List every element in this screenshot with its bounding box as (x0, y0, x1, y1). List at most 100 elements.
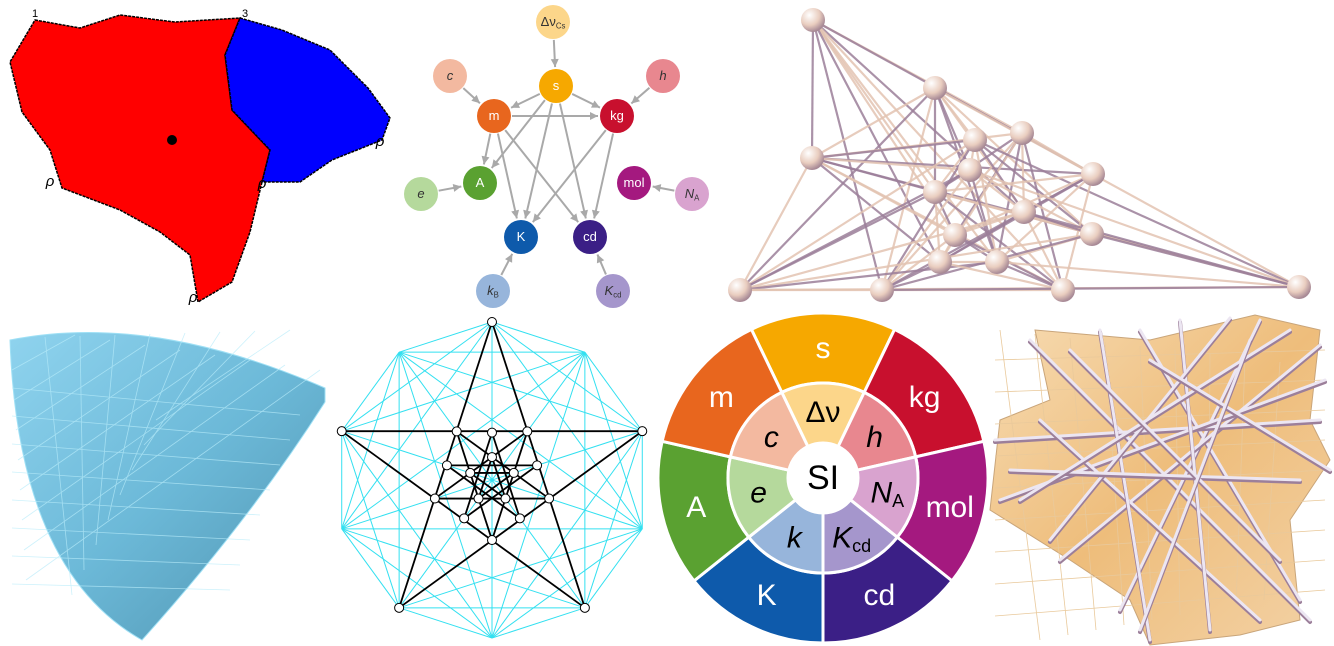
wheel-outer-label: s (816, 332, 831, 365)
node-label: m (489, 108, 500, 123)
graph-node (463, 166, 497, 200)
arrow-head (652, 184, 662, 192)
graph3d-edge (939, 211, 1025, 263)
grid-line (107, 333, 151, 521)
graph3d-node (1287, 275, 1311, 299)
arrow-head (511, 209, 520, 219)
node-label-main: e (417, 186, 424, 201)
wheel-inner-label: Δν (805, 396, 840, 429)
grid-line (19, 354, 216, 491)
arrow-head (596, 254, 605, 264)
arrow-head (491, 159, 500, 169)
cyan-chord (341, 528, 586, 609)
node-label-sub: B (494, 290, 499, 299)
black-edge (463, 432, 493, 519)
grid-line (119, 332, 186, 496)
cyan-chord (491, 607, 586, 639)
wheel-center-label: SI (807, 459, 839, 497)
arrow-head (505, 253, 513, 263)
grid-line (95, 334, 116, 546)
node-label: kB (487, 283, 499, 299)
arrow-head (511, 100, 521, 108)
wheel-outer-label: A (686, 491, 706, 524)
center-dot (167, 135, 177, 145)
rod (1098, 328, 1152, 642)
node-label: c (447, 68, 454, 83)
grid-line (11, 471, 271, 491)
rod (1148, 358, 1332, 472)
graph3d-edge (739, 260, 998, 292)
graph-node (539, 69, 573, 103)
rod (1068, 348, 1282, 562)
grid-line (155, 329, 291, 421)
graph3d-node (1010, 121, 1034, 145)
wheel-inner-label-main: Δν (805, 396, 840, 429)
graph-node (433, 59, 467, 93)
graph3d-edge (812, 19, 941, 263)
graph3d-node (1051, 278, 1075, 302)
black-edge (463, 464, 538, 520)
star-vertex (465, 467, 476, 478)
wheel-inner-label: Kcd (832, 521, 871, 555)
graph3d-node (928, 250, 952, 274)
rod (1138, 338, 1252, 632)
cyan-chord (341, 351, 586, 432)
graph3d-edge (1020, 132, 1065, 291)
black-edge (469, 472, 506, 500)
grid-line (44, 336, 73, 596)
grid-line (17, 349, 181, 461)
graph-edge (490, 99, 546, 169)
node-label: ΔνCs (541, 14, 566, 30)
graph-edge (532, 129, 607, 223)
node-label: s (553, 78, 560, 93)
star-vertex (637, 426, 648, 437)
grid-line (23, 364, 286, 551)
wheel-center (788, 443, 858, 513)
grid-line (11, 583, 231, 591)
graph3d-edge (974, 138, 1300, 289)
cyan-chord (398, 351, 586, 609)
surface-grid (994, 499, 1326, 521)
arrow-head (580, 209, 588, 219)
cyan-chord (341, 528, 493, 639)
graph3d-edge (969, 168, 1300, 289)
graph-node (477, 99, 511, 133)
rod-shadow (1008, 470, 1302, 484)
graph3d-edge (968, 169, 999, 263)
graph-node (504, 220, 538, 254)
cyan-chord (491, 430, 643, 639)
node-label: K (517, 229, 526, 244)
cyan-chord (341, 528, 400, 609)
graph3d-edge (811, 157, 941, 263)
graph-edge (558, 103, 587, 219)
graph3d-node (923, 180, 947, 204)
fractal-label: 3 (242, 8, 248, 20)
cyan-chord (398, 321, 493, 353)
surface-grid (994, 409, 1326, 425)
star-vertex (336, 426, 347, 437)
graph3d-edge (1091, 232, 1300, 289)
node-label-main: K (605, 283, 615, 298)
grid-line (79, 335, 85, 571)
arrow-head (550, 58, 559, 68)
black-edge (446, 464, 521, 520)
graph-edge (504, 129, 579, 223)
surface-grid (994, 439, 1326, 457)
rod (1048, 316, 1232, 542)
graph3d-edge (739, 210, 1025, 292)
graph3d-edge (974, 139, 1025, 213)
rod (1118, 318, 1262, 612)
graph3d-edge (934, 87, 1300, 288)
graph3d-edge (974, 139, 1093, 235)
wheel-inner-label: c (764, 421, 779, 454)
graph3d-edge (739, 232, 1093, 292)
wheel-outer-label: K (757, 579, 777, 612)
rod (1028, 338, 1312, 622)
grid-line (25, 369, 321, 581)
grid-line (11, 387, 301, 416)
red-region (9, 14, 271, 304)
cyan-chord (341, 351, 400, 432)
black-edge (491, 456, 507, 499)
star-vertex (394, 602, 405, 613)
graph3d-node (985, 250, 1009, 274)
